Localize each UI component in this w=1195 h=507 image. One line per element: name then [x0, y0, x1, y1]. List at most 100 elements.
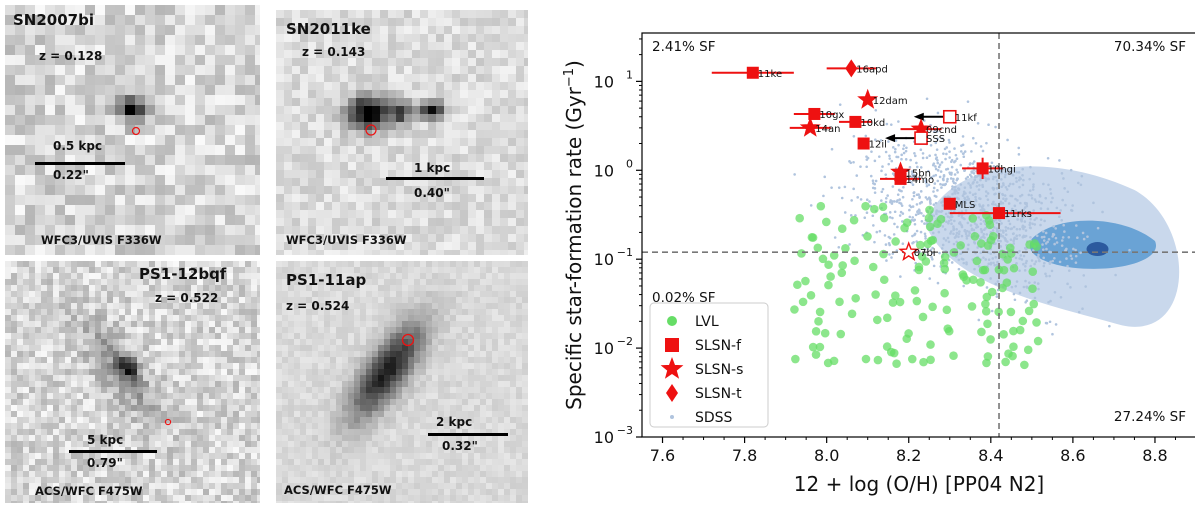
sdss-point [935, 148, 939, 151]
sdss-point [1033, 262, 1036, 266]
sdss-point [996, 239, 1000, 242]
sdss-point [914, 154, 917, 158]
slsn-f-open-marker [942, 109, 957, 124]
sdss-point [977, 264, 981, 268]
sdss-contour-inner [1086, 242, 1109, 257]
sdss-point [1025, 285, 1028, 289]
lvl-point [1023, 345, 1033, 355]
sdss-point [979, 251, 983, 255]
sdss-point [970, 170, 973, 174]
lvl-point [870, 204, 879, 214]
quadrant-label: 70.34% SF [1114, 39, 1186, 55]
sdss-point [950, 222, 953, 225]
sdss-point [911, 197, 914, 201]
sdss-point [940, 137, 944, 140]
sdss-point [893, 210, 897, 214]
sdss-point [1074, 254, 1078, 258]
panel-filter: WFC3/UVIS F336W [41, 233, 162, 247]
panel-title: SN2007bi [13, 11, 94, 29]
sdss-point [950, 187, 954, 191]
sdss-point [1062, 177, 1065, 180]
sdss-point [1025, 299, 1029, 303]
sdss-point [1032, 209, 1035, 212]
sdss-point [960, 234, 964, 238]
lvl-point [836, 329, 846, 339]
sdss-point [899, 275, 902, 278]
sdss-point [1053, 290, 1057, 294]
sdss-point [1001, 192, 1004, 196]
sdss-point [917, 193, 920, 196]
sdss-point [1051, 232, 1055, 236]
sdss-point [897, 143, 900, 147]
sdss-point [990, 309, 994, 313]
sdss-point [1015, 227, 1019, 231]
y-tick-exponent: 0 [626, 157, 633, 170]
sdss-point [865, 158, 869, 161]
sdss-point [1019, 177, 1023, 181]
sdss-point [985, 141, 988, 145]
sdss-point [1079, 183, 1083, 187]
lvl-point [907, 354, 917, 364]
quadrant-label: 27.24% SF [1114, 409, 1186, 425]
sdss-point [1004, 170, 1008, 174]
lvl-point [1001, 357, 1010, 367]
slsn-label: SSS [926, 134, 945, 145]
sdss-point [978, 197, 981, 200]
sdss-point [1017, 146, 1021, 150]
sdss-point [912, 191, 916, 195]
lvl-point [798, 297, 808, 307]
sdss-point [1028, 281, 1031, 284]
lvl-point [926, 355, 935, 365]
sdss-point [852, 135, 856, 138]
sdss-point [1033, 218, 1036, 222]
sdss-point [852, 160, 855, 164]
slsn-label: 10kd [860, 118, 885, 129]
sdss-point [934, 141, 938, 145]
sdss-point [952, 210, 956, 213]
sdss-point [947, 240, 951, 244]
sdss-point [931, 246, 934, 250]
sdss-point [995, 179, 999, 182]
sdss-point [859, 165, 862, 168]
scale-arcsec-label: 0.22" [53, 168, 89, 182]
sdss-point [1014, 208, 1018, 212]
y-tick-label: 10 [594, 72, 614, 91]
sdss-point [928, 154, 931, 158]
sdss-point [977, 318, 981, 322]
sdss-point [932, 162, 936, 165]
sdss-point [1021, 224, 1025, 228]
sdss-point [979, 208, 982, 212]
sdss-point [965, 237, 969, 240]
sdss-point [901, 242, 905, 246]
sdss-point [901, 195, 905, 199]
sdss-point [948, 172, 952, 176]
sdss-point [1004, 229, 1008, 232]
sdss-point [967, 182, 970, 185]
sdss-point [913, 232, 917, 236]
sdss-point [1008, 222, 1012, 226]
sdss-point [1018, 233, 1021, 237]
sdss-point [1045, 274, 1048, 278]
sdss-point [1063, 187, 1066, 190]
sdss-point [874, 179, 878, 183]
sdss-point [1012, 232, 1015, 235]
sdss-point [1012, 242, 1016, 245]
sdss-point [1032, 183, 1035, 186]
sdss-point [888, 253, 891, 256]
sdss-point [930, 176, 933, 180]
sdss-point [920, 201, 924, 204]
sdss-point [1005, 214, 1009, 217]
lvl-point [1006, 307, 1016, 317]
lvl-point [790, 305, 799, 314]
sdss-point [994, 282, 998, 286]
legend-slsn-f-marker [665, 338, 679, 352]
sdss-point [991, 177, 995, 181]
sdss-point [943, 147, 947, 151]
sdss-point [979, 176, 983, 180]
sdss-point [994, 125, 997, 129]
slsn-s-marker [799, 116, 821, 137]
sdss-point [931, 231, 935, 235]
sdss-point [976, 246, 979, 249]
sdss-point [1019, 254, 1023, 257]
sdss-point [1040, 235, 1044, 239]
